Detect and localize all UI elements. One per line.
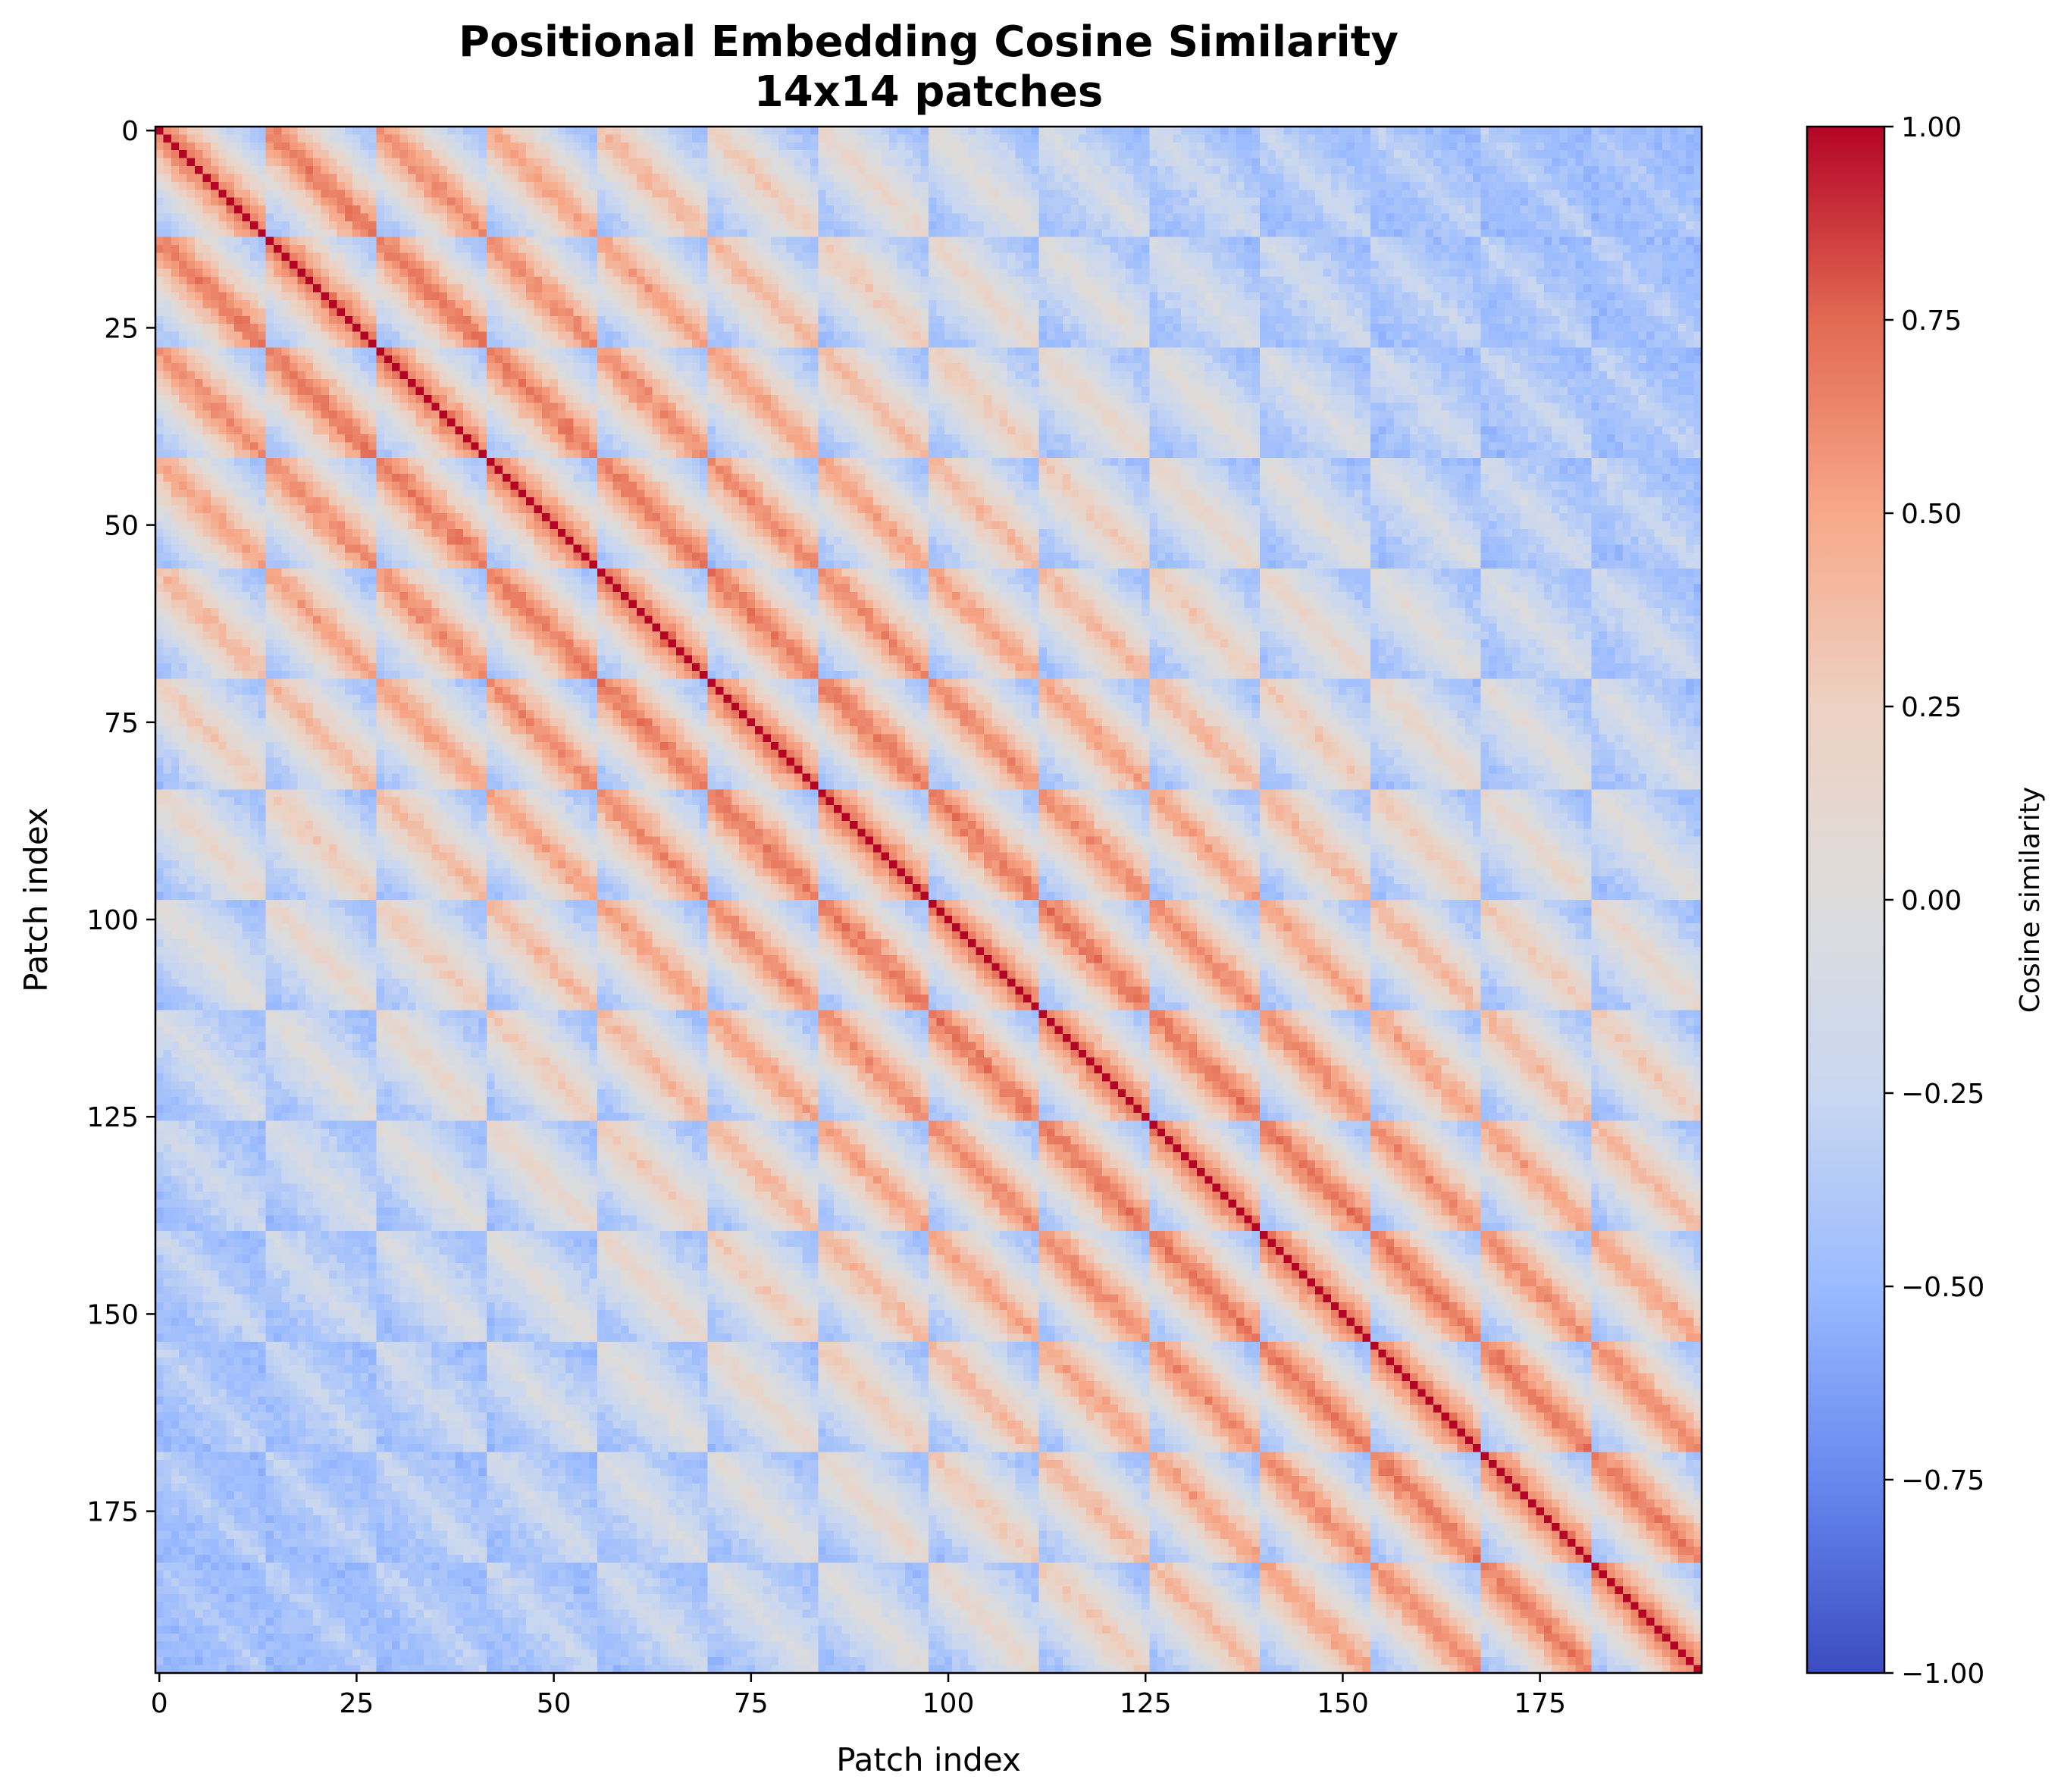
colorbar-ticks: 1.00 0.75 0.50 0.25 0.00 −0.25 −0.50 −0.75 −1.00 (1884, 112, 1984, 1690)
y-tick-label: 125 (86, 1102, 139, 1133)
colorbar (1806, 125, 1886, 1675)
x-tick-label: 100 (922, 1688, 975, 1719)
colorbar-tick-label: 0.00 (1901, 885, 1962, 916)
plot-frame (154, 125, 1703, 1675)
colorbar-tick-label: −0.50 (1901, 1272, 1984, 1303)
y-tick-label: 175 (86, 1497, 139, 1528)
x-tick-label: 125 (1120, 1688, 1172, 1719)
x-tick-label: 25 (340, 1688, 374, 1719)
y-axis: 0 25 50 75 100 125 150 175 (86, 116, 155, 1528)
colorbar-label: Cosine similarity (2015, 787, 2046, 1013)
y-tick-label: 150 (86, 1299, 139, 1330)
colorbar-tick-label: 1.00 (1901, 112, 1962, 143)
y-tick-label: 50 (104, 511, 139, 542)
heatmap-plot (155, 127, 1702, 1673)
x-tick-label: 175 (1514, 1688, 1566, 1719)
y-axis-label: Patch index (17, 807, 55, 992)
y-tick-label: 25 (104, 313, 139, 344)
x-axis: 0 25 50 75 100 125 150 175 (151, 1673, 1566, 1719)
y-tick-label: 0 (121, 116, 139, 147)
colorbar-tick-label: 0.75 (1901, 305, 1962, 337)
y-tick-label: 75 (104, 708, 139, 739)
colorbar-tick-label: −0.25 (1901, 1079, 1984, 1110)
x-tick-label: 75 (734, 1688, 769, 1719)
chart-title: Positional Embedding Cosine Similarity (459, 17, 1399, 67)
x-axis-label: Patch index (836, 1741, 1021, 1778)
chart-subtitle: 14x14 patches (754, 67, 1104, 117)
x-tick-label: 150 (1317, 1688, 1369, 1719)
y-tick-label: 100 (86, 905, 139, 936)
colorbar-tick-label: 0.25 (1901, 692, 1962, 723)
colorbar-tick-label: −0.75 (1901, 1465, 1984, 1496)
x-tick-label: 50 (537, 1688, 572, 1719)
colorbar-tick-label: −1.00 (1901, 1659, 1984, 1690)
colorbar-tick-label: 0.50 (1901, 499, 1962, 530)
x-tick-label: 0 (151, 1688, 168, 1719)
